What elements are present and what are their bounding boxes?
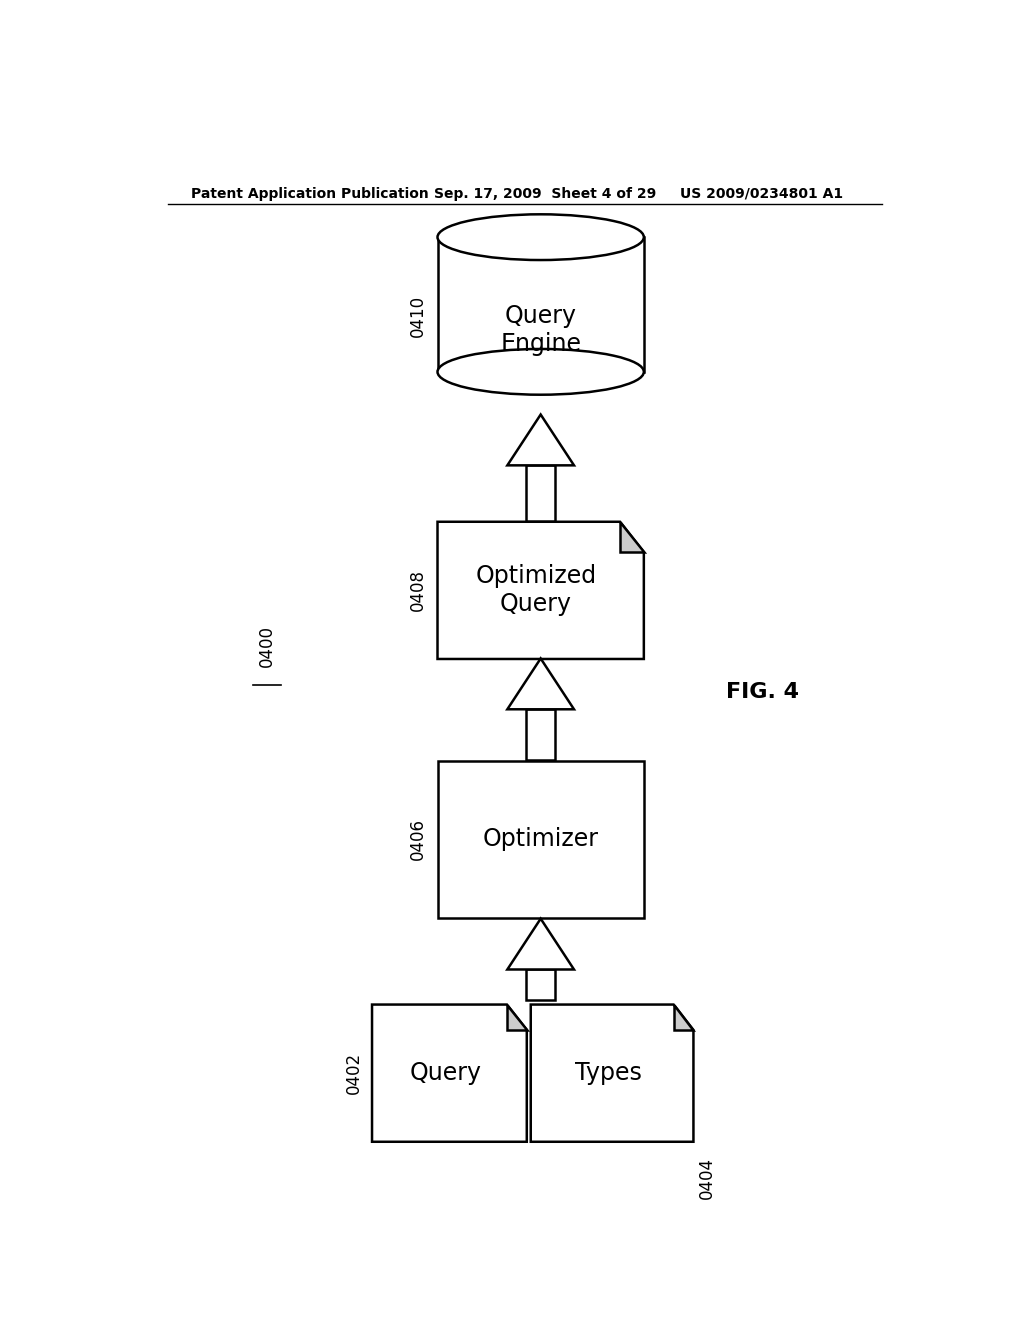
Polygon shape bbox=[530, 1005, 693, 1142]
Text: Optimized
Query: Optimized Query bbox=[475, 565, 596, 616]
Text: FIG. 4: FIG. 4 bbox=[726, 682, 800, 702]
Text: US 2009/0234801 A1: US 2009/0234801 A1 bbox=[680, 187, 843, 201]
Text: Query
Engine: Query Engine bbox=[500, 304, 582, 355]
Polygon shape bbox=[437, 521, 644, 659]
Polygon shape bbox=[437, 238, 644, 372]
Polygon shape bbox=[526, 709, 555, 760]
Text: 0408: 0408 bbox=[409, 569, 427, 611]
Polygon shape bbox=[437, 760, 644, 919]
Text: 0400: 0400 bbox=[258, 626, 275, 668]
Text: Query: Query bbox=[410, 1061, 481, 1085]
Polygon shape bbox=[507, 919, 574, 969]
Text: 0404: 0404 bbox=[698, 1158, 717, 1199]
Polygon shape bbox=[507, 1005, 526, 1030]
Text: Patent Application Publication: Patent Application Publication bbox=[191, 187, 429, 201]
Text: Optimizer: Optimizer bbox=[482, 828, 599, 851]
Polygon shape bbox=[526, 466, 555, 521]
Polygon shape bbox=[674, 1005, 693, 1030]
Polygon shape bbox=[507, 414, 574, 466]
Polygon shape bbox=[507, 659, 574, 709]
Text: 0406: 0406 bbox=[409, 818, 427, 861]
Ellipse shape bbox=[437, 214, 644, 260]
Text: 0410: 0410 bbox=[409, 294, 427, 337]
Polygon shape bbox=[526, 969, 555, 1001]
Text: Sep. 17, 2009  Sheet 4 of 29: Sep. 17, 2009 Sheet 4 of 29 bbox=[433, 187, 655, 201]
Text: Types: Types bbox=[574, 1061, 642, 1085]
Text: 0402: 0402 bbox=[345, 1052, 364, 1094]
Polygon shape bbox=[620, 521, 644, 552]
Ellipse shape bbox=[437, 348, 644, 395]
Polygon shape bbox=[372, 1005, 526, 1142]
